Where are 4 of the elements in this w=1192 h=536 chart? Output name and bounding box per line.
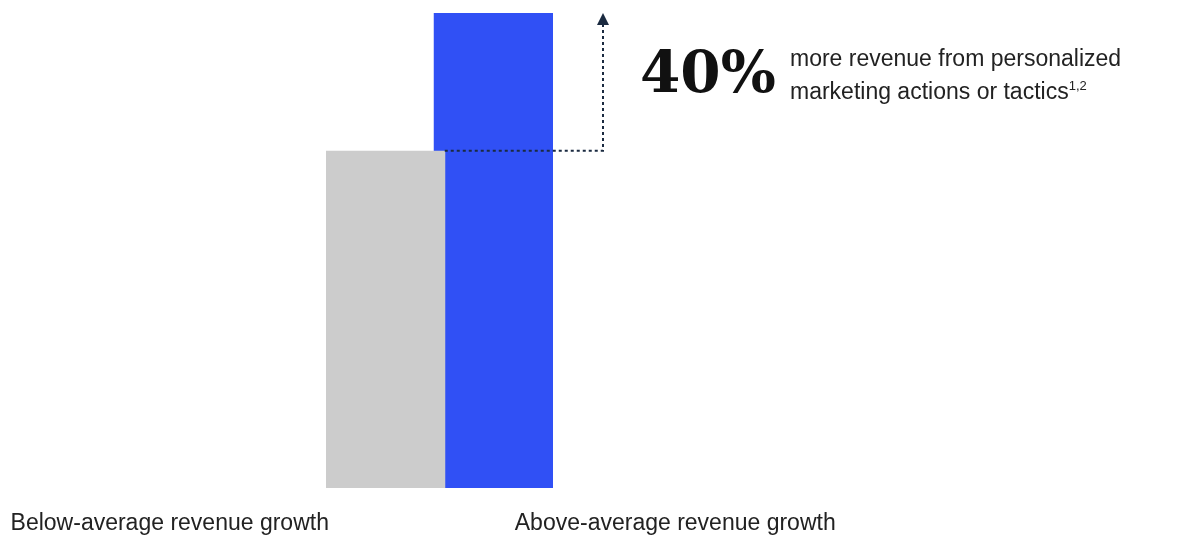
annotation: 40%: [640, 38, 776, 106]
x-tick-label: Above-average revenue growth: [514, 508, 836, 535]
x-tick-label: Below-average revenue growth: [10, 508, 329, 535]
annotation: more revenue from personalized marketing actions or tactics$^{1,2}$: [790, 44, 1123, 105]
